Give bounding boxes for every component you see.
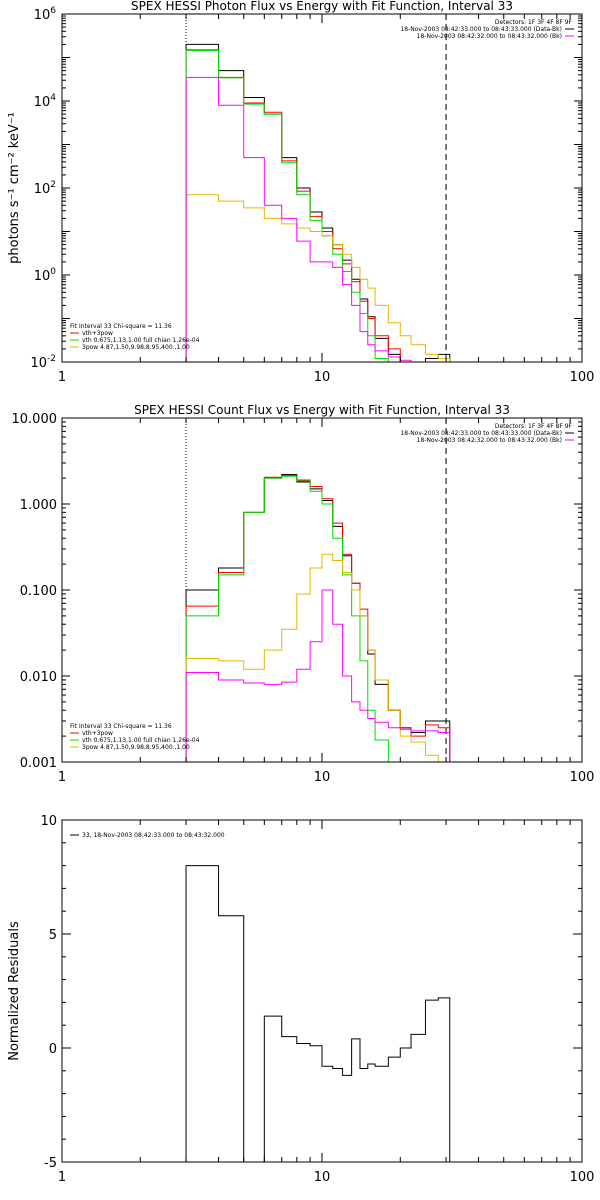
x-tick-label: 100 xyxy=(570,1170,595,1185)
series-line-3 xyxy=(185,194,451,362)
x-tick-label: 1 xyxy=(58,770,66,785)
y-tick-label: 106 xyxy=(34,6,57,23)
y-tick-exponent: 0 xyxy=(50,267,56,277)
y-tick-exponent: 6 xyxy=(50,6,56,16)
y-tick-label: 1.000 xyxy=(20,498,57,513)
info-text: Detectors: 1F 3F 4F 8F 9F xyxy=(495,423,573,430)
legend-text: Fit Interval 33 Chi-square = 11.36 xyxy=(70,323,172,330)
residuals-panel: 1 10 100 -5 0 5 10 Normalized Residuals 33, 18-N… xyxy=(7,814,594,1185)
y-axis-label: Normalized Residuals xyxy=(7,921,22,1061)
y-tick-label: -5 xyxy=(44,1156,57,1171)
legend-text: Fit Interval 33 Chi-square = 11.36 xyxy=(70,723,172,730)
y-tick-label: 10 xyxy=(40,814,57,829)
x-tick-label: 10 xyxy=(314,770,331,785)
series-line-0 xyxy=(185,865,451,1163)
series-line-0 xyxy=(185,43,451,363)
legend-text: 3pow 4.87,1.50,9.98,8.95,400.,1.00 xyxy=(82,344,190,351)
x-tick-label: 100 xyxy=(570,370,595,385)
chart-title: SPEX HESSI Photon Flux vs Energy with Fi… xyxy=(131,0,513,13)
series-line-0 xyxy=(185,474,451,762)
x-tick-label: 1 xyxy=(58,370,66,385)
series-line-4 xyxy=(185,589,451,762)
y-tick-label: 0.001 xyxy=(20,756,57,771)
info-text: 18-Nov-2003 08:42:32.000 to 08:43:32.000… xyxy=(417,437,562,444)
x-tick-label: 10 xyxy=(314,1170,331,1185)
series-line-2 xyxy=(185,475,450,763)
y-tick-label: 10.000 xyxy=(12,412,58,427)
y-tick-label: 5 xyxy=(49,928,57,943)
x-tick-label: 10 xyxy=(314,370,331,385)
info-text: 18-Nov-2003 08:42:32.000 to 08:43:32.000… xyxy=(417,33,562,40)
chart-title: SPEX HESSI Count Flux vs Energy with Fit… xyxy=(134,403,510,417)
x-tick-label: 1 xyxy=(58,1170,66,1185)
y-tick-exponent: -2 xyxy=(47,354,56,364)
legend-text: vth 0.675,1.13,1.00 full chian 1.26e-04 xyxy=(82,337,200,344)
y-axis-label: photons s⁻¹ cm⁻² keV⁻¹ xyxy=(7,112,22,264)
y-tick-label: 10-2 xyxy=(30,354,56,371)
x-tick-label: 100 xyxy=(570,770,595,785)
y-tick-exponent: 2 xyxy=(50,180,56,190)
count-flux-panel: SPEX HESSI Count Flux vs Energy with Fit… xyxy=(12,403,595,785)
info-text: 18-Nov-2003 08:42:33.000 to 08:43:33.000… xyxy=(400,26,562,33)
series-line-4 xyxy=(185,76,450,363)
plot-frame xyxy=(61,819,583,1163)
y-tick-label: 102 xyxy=(34,180,56,197)
legend-text: 33, 18-Nov-2003 08:42:33.000 to 08:43:32… xyxy=(82,832,225,839)
plot-frame xyxy=(61,13,583,363)
legend-text: vth+3pow xyxy=(82,330,113,337)
legend-text: vth 0.675,1.13,1.00 full chian 1.26e-04 xyxy=(82,737,200,744)
info-text: 18-Nov-2003 08:42:33.000 to 08:43:33.000… xyxy=(400,430,562,437)
y-tick-label: 104 xyxy=(34,93,57,110)
y-tick-label: 100 xyxy=(34,267,57,284)
series-line-3 xyxy=(185,553,450,763)
legend-text: 3pow 4.87,1.50,9.98,8.95,400.,1.00 xyxy=(82,744,190,751)
y-tick-label: 0.010 xyxy=(20,670,57,685)
y-tick-label: 0 xyxy=(49,1042,57,1057)
info-text: Detectors: 1F 3F 4F 8F 9F xyxy=(495,19,573,26)
series-line-1 xyxy=(185,474,451,762)
series-line-2 xyxy=(185,49,450,363)
y-tick-exponent: 4 xyxy=(50,93,56,103)
photon-flux-panel: SPEX HESSI Photon Flux vs Energy with Fi… xyxy=(7,0,594,385)
y-tick-label: 0.100 xyxy=(20,584,57,599)
legend-text: vth+3pow xyxy=(82,730,113,737)
series-line-1 xyxy=(185,49,450,363)
